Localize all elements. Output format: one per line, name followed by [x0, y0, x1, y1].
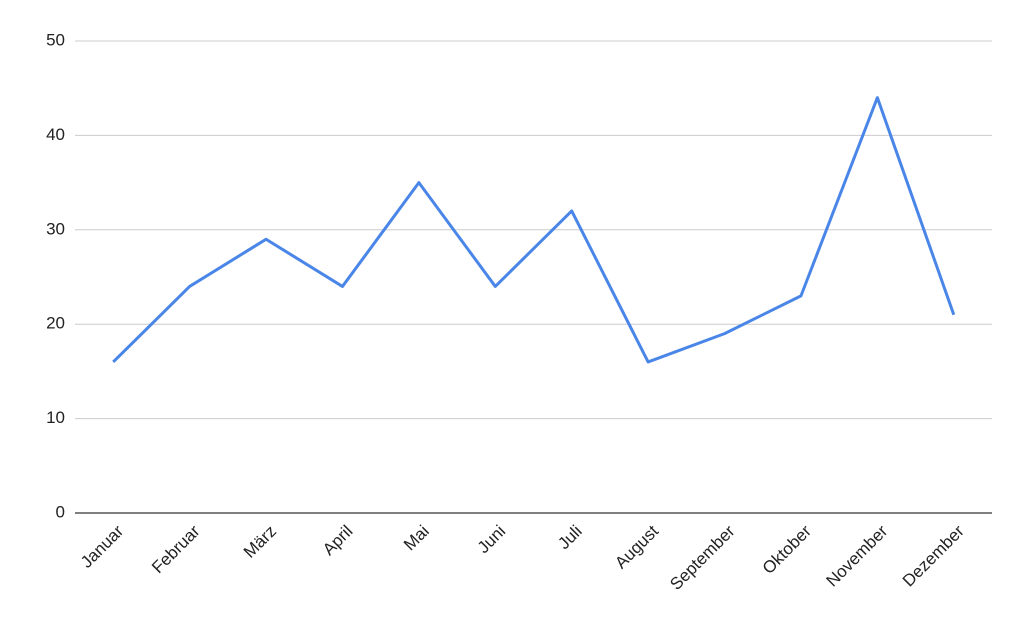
y-tick-label: 30 — [46, 219, 65, 238]
x-tick-label: September — [666, 521, 738, 593]
y-tick-label: 20 — [46, 314, 65, 333]
line-series — [112, 96, 956, 364]
x-tick-label: Januar — [77, 521, 127, 571]
x-tick-label: Februar — [148, 521, 204, 577]
y-tick-label: 0 — [56, 502, 65, 521]
x-tick-label: Juli — [554, 522, 585, 553]
x-tick-label: November — [822, 521, 891, 590]
x-tick-label: Dezember — [899, 521, 968, 590]
y-tick-label: 40 — [46, 125, 65, 144]
x-tick-label: Juni — [474, 522, 509, 557]
y-tick-label: 50 — [46, 30, 65, 49]
x-tick-label: Oktober — [759, 521, 815, 577]
x-tick-label: April — [319, 522, 356, 559]
y-tick-label: 10 — [46, 408, 65, 427]
x-tick-label: Mai — [400, 522, 433, 555]
x-tick-label: März — [240, 522, 280, 562]
x-tick-label: August — [611, 521, 662, 572]
